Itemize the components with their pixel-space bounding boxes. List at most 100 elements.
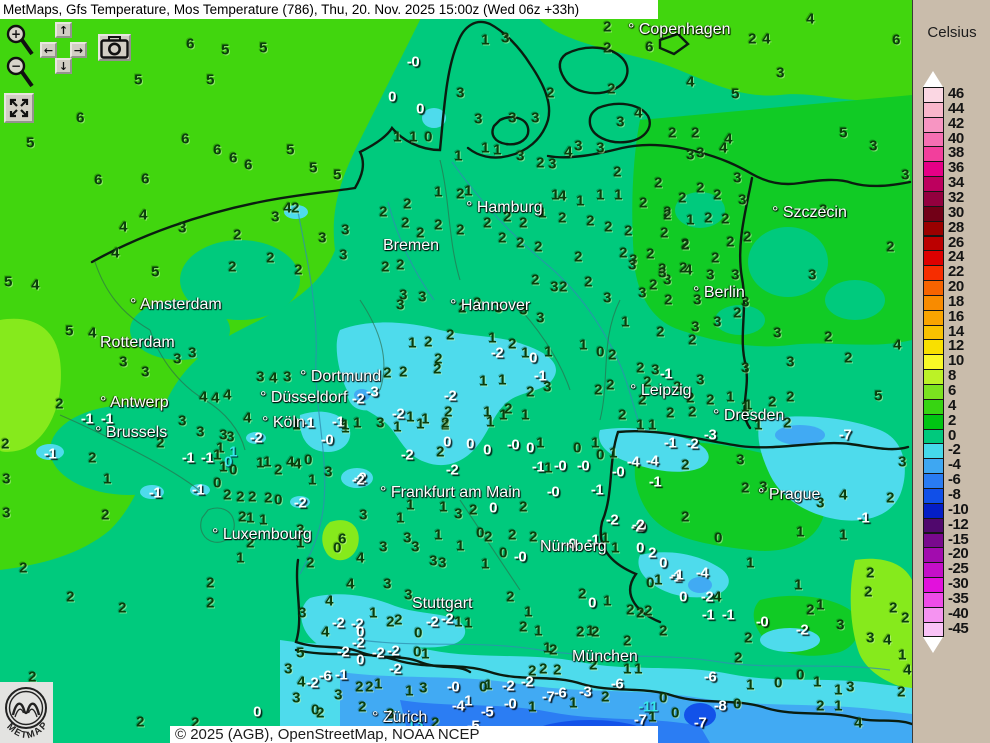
scale-label: -25 xyxy=(948,560,969,578)
scale-label: -30 xyxy=(948,575,969,593)
city-label: ° Zürich xyxy=(372,709,428,726)
temp-value: 0 xyxy=(573,439,581,457)
fullscreen-button[interactable] xyxy=(4,93,34,123)
city-label: ° Köln xyxy=(262,414,305,431)
temp-value: 3 xyxy=(738,191,746,209)
temp-value: 0 xyxy=(274,491,282,509)
snapshot-button[interactable] xyxy=(98,34,131,61)
city-label: ° Brussels xyxy=(95,424,168,441)
pan-up-button[interactable]: ↑ xyxy=(55,22,72,38)
temp-value: 3 xyxy=(256,368,264,386)
temp-value: 2 xyxy=(233,226,241,244)
temp-value: 5 xyxy=(286,141,294,159)
temp-value: 5 xyxy=(26,134,34,152)
temp-value: 2 xyxy=(806,601,814,619)
scale-label: 10 xyxy=(948,352,964,370)
zoom-out-button[interactable]: − xyxy=(3,55,35,96)
temp-value: -5 xyxy=(480,703,494,721)
temp-value: 3 xyxy=(786,353,794,371)
temp-value: 3 xyxy=(628,256,636,274)
temp-value: 2 xyxy=(383,364,391,382)
temp-value: 5 xyxy=(151,263,159,281)
temp-value: 1 xyxy=(456,537,464,555)
temp-value: 5 xyxy=(296,644,304,662)
temp-value: -3 xyxy=(578,683,592,701)
temp-value: 2 xyxy=(316,704,324,722)
zoom-in-button[interactable]: + xyxy=(3,23,35,64)
temp-value: 2 xyxy=(519,498,527,516)
scale-label: -20 xyxy=(948,545,969,563)
temp-value: 1 xyxy=(686,211,694,229)
scale-label: -12 xyxy=(948,515,969,533)
temp-value: 3 xyxy=(651,361,659,379)
temp-value: 3 xyxy=(411,538,419,556)
temp-value: 2 xyxy=(654,174,662,192)
temp-value: 1 xyxy=(213,446,221,464)
temp-value: -2 xyxy=(445,461,459,479)
temp-value: 5 xyxy=(731,85,739,103)
temp-value: -2 xyxy=(400,446,414,464)
temp-value: 2 xyxy=(734,649,742,667)
temp-value: -2 xyxy=(520,673,534,691)
temp-value: 3 xyxy=(536,309,544,327)
temp-value: 0 xyxy=(483,441,491,459)
temp-value: -2 xyxy=(630,518,644,536)
temp-value: -2 xyxy=(371,644,385,662)
scale-color-box xyxy=(923,101,944,118)
scale-color-box xyxy=(923,250,944,267)
temp-value: 4 xyxy=(283,199,291,217)
temp-value: 3 xyxy=(574,137,582,155)
temp-value: -0 xyxy=(576,457,590,475)
temp-value: 1 xyxy=(621,313,629,331)
scale-label: -8 xyxy=(948,485,961,503)
scale-color-box xyxy=(923,369,944,385)
temp-value: -1 xyxy=(663,434,677,452)
temp-value: -2 xyxy=(440,610,454,628)
temp-value: 2 xyxy=(713,186,721,204)
temp-value: 2 xyxy=(274,461,282,479)
scale-label: 24 xyxy=(948,248,964,266)
temp-value: 3 xyxy=(819,201,827,219)
temp-value: 1 xyxy=(796,523,804,541)
temp-value: 1 xyxy=(103,470,111,488)
temp-value: 2 xyxy=(748,30,756,48)
pan-left-button[interactable]: ← xyxy=(40,42,57,58)
temp-value: 1 xyxy=(746,676,754,694)
temp-value: 3 xyxy=(629,251,637,269)
temp-value: 0 xyxy=(733,695,741,713)
scale-color-box xyxy=(923,428,944,445)
temp-value: 3 xyxy=(324,463,332,481)
temp-value: 2 xyxy=(744,629,752,647)
temp-value: 2 xyxy=(668,124,676,142)
temp-value: 2 xyxy=(706,391,714,409)
temp-value: -1 xyxy=(200,449,214,467)
temp-value: 2 xyxy=(396,256,404,274)
temp-value: 3 xyxy=(399,286,407,304)
temp-value: 2 xyxy=(441,416,449,434)
city-label: Bremen xyxy=(383,237,440,254)
pan-right-button[interactable]: → xyxy=(70,42,87,58)
city-label: ° Frankfurt am Main xyxy=(380,484,521,501)
scale-color-box xyxy=(923,562,944,579)
temp-value: 1 xyxy=(406,408,414,426)
temp-value: 2 xyxy=(816,697,824,715)
temp-value: 0 xyxy=(636,539,644,557)
temp-value: 2 xyxy=(456,185,464,203)
temp-value: 0 xyxy=(499,544,507,562)
temp-value: 1 xyxy=(654,571,662,589)
temp-value: 2 xyxy=(394,611,402,629)
map-canvas[interactable]: 6 5 5 5 5 6 5 1 3 -0 0 0 2 6 2 2 3 4 4 5 3 2 4 4 6 3 2 3 3 3 4 3 3 2 2 3 3 1 1… xyxy=(0,0,912,743)
temp-value: 6 xyxy=(645,38,653,56)
pan-down-button[interactable]: ↓ xyxy=(55,58,72,74)
temp-value: 2 xyxy=(516,234,524,252)
temp-value: 3 xyxy=(383,575,391,593)
temp-value: 2 xyxy=(649,276,657,294)
metmaps-logo-icon: METMAPS xyxy=(0,674,49,741)
temp-value: 3 xyxy=(283,368,291,386)
city-label: ° Düsseldorf xyxy=(260,389,348,406)
temp-value: 0 xyxy=(646,574,654,592)
temp-value: 2 xyxy=(646,245,654,263)
temp-value: 1 xyxy=(614,186,622,204)
scale-color-box xyxy=(923,280,944,296)
temp-value: 0 xyxy=(253,703,261,721)
